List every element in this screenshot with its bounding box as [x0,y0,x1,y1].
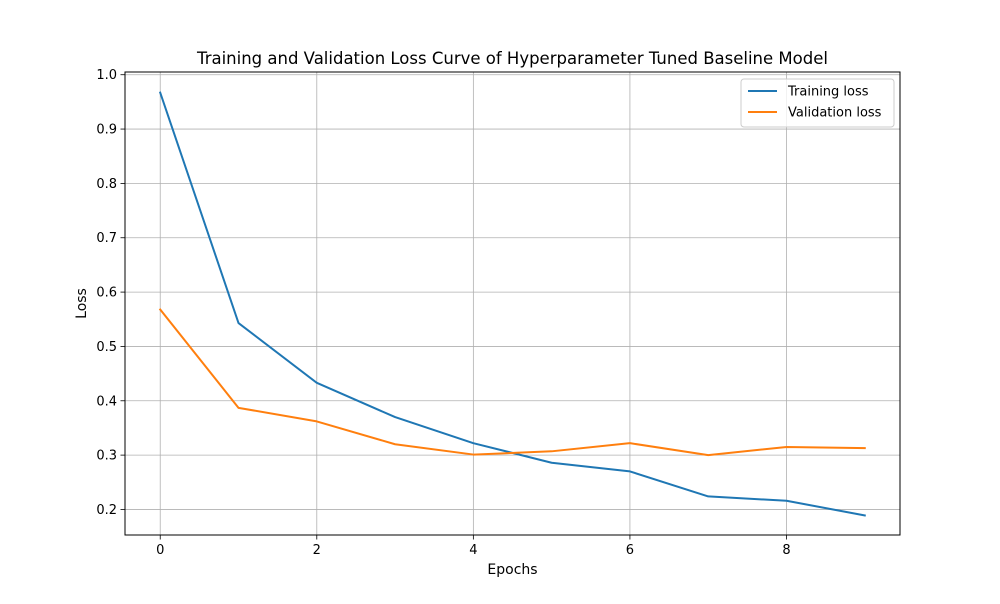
y-tick-label: 0.5 [96,340,117,355]
data-point-training-loss [159,92,161,94]
x-tick-label: 4 [469,543,477,558]
data-point-validation-loss [864,447,866,449]
y-tick-label: 0.6 [96,286,117,301]
data-point-validation-loss [316,420,318,422]
legend: Training loss Validation loss [740,78,895,128]
data-point-training-loss [864,514,866,516]
series-lines [158,91,866,517]
data-point-validation-loss [238,407,240,409]
data-point-training-loss [238,322,240,324]
data-point-training-loss [629,470,631,472]
x-tick-label: 6 [626,543,634,558]
y-tick-label: 0.4 [96,394,117,409]
x-axis-label: Epochs [487,562,537,578]
y-tick-label: 1.0 [96,68,117,83]
data-point-validation-loss [785,446,787,448]
data-point-training-loss [707,495,709,497]
y-tick-label: 0.2 [96,503,117,518]
data-point-training-loss [551,462,553,464]
chart-title: Training and Validation Loss Curve of Hy… [196,49,828,68]
data-point-validation-loss [707,454,709,456]
data-point-training-loss [785,500,787,502]
grid-lines [125,72,900,535]
data-point-training-loss [394,416,396,418]
data-point-validation-loss [629,442,631,444]
data-point-validation-loss [551,450,553,452]
y-tick-label: 0.9 [96,123,117,138]
legend-box [740,78,895,128]
data-point-validation-loss [472,454,474,456]
legend-label-training-loss: Training loss [787,85,869,100]
y-tick-label: 0.7 [96,231,117,246]
y-axis-ticks: 0.2 0.3 0.4 0.5 0.6 0.7 0.8 0.9 1.0 [96,68,125,518]
y-tick-label: 0.3 [96,449,117,464]
data-point-training-loss [472,442,474,444]
data-point-validation-loss [159,308,161,310]
plot-frame [124,71,901,536]
x-tick-label: 0 [156,543,164,558]
data-point-validation-loss [394,443,396,445]
y-tick-label: 0.8 [96,177,117,192]
legend-label-validation-loss: Validation loss [788,106,882,121]
x-tick-label: 2 [313,543,321,558]
x-tick-label: 8 [782,543,790,558]
x-axis-ticks: 0 2 4 6 8 [156,535,791,558]
series-line-validation-loss [158,308,866,457]
data-point-training-loss [316,382,318,384]
y-axis-label: Loss [74,288,90,319]
